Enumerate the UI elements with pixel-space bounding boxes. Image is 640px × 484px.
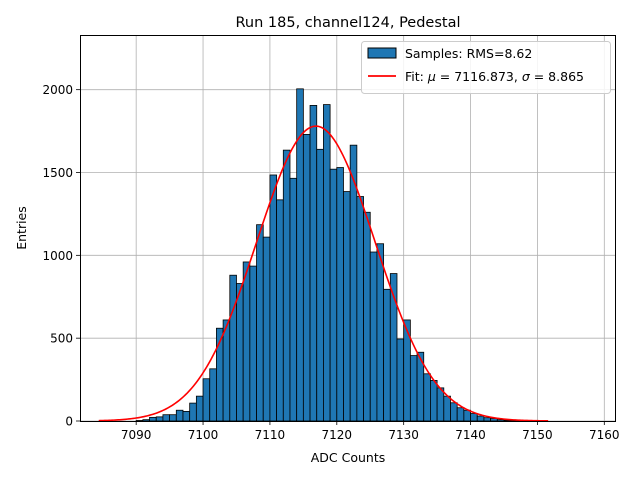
histogram-bar bbox=[323, 105, 330, 421]
legend-fit-mu-value: = 7116.873, bbox=[436, 69, 522, 84]
histogram-bar bbox=[457, 408, 464, 421]
histogram-bar bbox=[250, 266, 257, 421]
histogram-bar bbox=[243, 262, 250, 421]
y-tick-label: 500 bbox=[50, 332, 73, 346]
histogram-bar bbox=[370, 252, 377, 421]
histogram-bar bbox=[364, 212, 371, 421]
y-tick-label: 1500 bbox=[42, 166, 73, 180]
x-tick-label: 7120 bbox=[322, 428, 353, 442]
histogram-bar bbox=[430, 380, 437, 421]
histogram-bar bbox=[283, 150, 290, 421]
legend-fit-sigma-value: = 8.865 bbox=[530, 69, 584, 84]
x-axis-label: ADC Counts bbox=[311, 450, 386, 465]
histogram-bar bbox=[190, 403, 197, 421]
histogram-bar bbox=[317, 149, 324, 421]
histogram-bar bbox=[277, 200, 284, 421]
histogram-bar bbox=[270, 175, 277, 421]
histogram-bar bbox=[471, 414, 478, 421]
histogram-bar bbox=[170, 415, 177, 421]
x-tick-label: 7150 bbox=[522, 428, 553, 442]
y-axis-ticks: 0 500 1000 1500 2000 bbox=[42, 83, 80, 428]
histogram-bar bbox=[257, 225, 264, 421]
histogram-bar bbox=[357, 197, 364, 421]
histogram-bar bbox=[143, 420, 150, 421]
histogram-bar bbox=[183, 411, 190, 421]
histogram-bar bbox=[196, 396, 203, 421]
histogram-bar bbox=[444, 396, 451, 421]
x-tick-label: 7160 bbox=[589, 428, 620, 442]
x-tick-label: 7140 bbox=[455, 428, 486, 442]
y-tick-label: 1000 bbox=[42, 249, 73, 263]
x-tick-label: 7110 bbox=[255, 428, 286, 442]
histogram-bar bbox=[223, 320, 230, 421]
histogram-bar bbox=[176, 410, 183, 421]
histogram-bar bbox=[377, 244, 384, 421]
y-tick-label: 0 bbox=[65, 415, 73, 429]
chart-title: Run 185, channel124, Pedestal bbox=[235, 15, 460, 31]
histogram-bar bbox=[384, 289, 391, 421]
histogram-bar bbox=[303, 134, 310, 421]
histogram-bar bbox=[477, 416, 484, 421]
histogram-bar bbox=[210, 369, 217, 421]
histogram-bar bbox=[410, 356, 417, 421]
histogram-bars bbox=[136, 89, 544, 421]
histogram-bar bbox=[450, 403, 457, 421]
histogram-bar bbox=[236, 283, 243, 421]
histogram-bar bbox=[163, 415, 170, 421]
x-axis-ticks: 7090 7100 7110 7120 7130 7140 7150 7160 bbox=[121, 421, 620, 442]
legend-fit-prefix: Fit: bbox=[405, 69, 424, 84]
histogram-bar bbox=[263, 237, 270, 421]
legend: Samples: RMS=8.62 Fit: μ = 7116.873, σ =… bbox=[362, 42, 611, 94]
legend-histogram-label: Samples: RMS=8.62 bbox=[405, 46, 532, 61]
histogram-bar bbox=[150, 417, 157, 421]
histogram-bar bbox=[484, 418, 491, 421]
histogram-bar bbox=[497, 420, 504, 421]
x-tick-label: 7090 bbox=[121, 428, 152, 442]
histogram-bar bbox=[156, 417, 163, 421]
histogram-bar bbox=[397, 339, 404, 421]
histogram-bar bbox=[290, 178, 297, 421]
x-tick-label: 7100 bbox=[188, 428, 219, 442]
legend-histogram-swatch bbox=[368, 48, 396, 58]
histogram-bar bbox=[310, 105, 317, 421]
y-axis-label: Entries bbox=[14, 206, 29, 250]
histogram-bar bbox=[230, 275, 237, 421]
histogram-bar bbox=[330, 169, 337, 421]
y-tick-label: 2000 bbox=[42, 83, 73, 97]
histogram-bar bbox=[343, 192, 350, 421]
x-tick-label: 7130 bbox=[388, 428, 419, 442]
legend-fit-mu-symbol: μ bbox=[427, 69, 436, 84]
histogram-bar bbox=[337, 168, 344, 421]
legend-fit-label: Fit: μ = 7116.873, σ = 8.865 bbox=[405, 69, 584, 84]
histogram-bar bbox=[437, 388, 444, 421]
histogram-bar bbox=[203, 379, 210, 421]
histogram-bar bbox=[424, 374, 431, 421]
histogram-bar bbox=[464, 410, 471, 421]
